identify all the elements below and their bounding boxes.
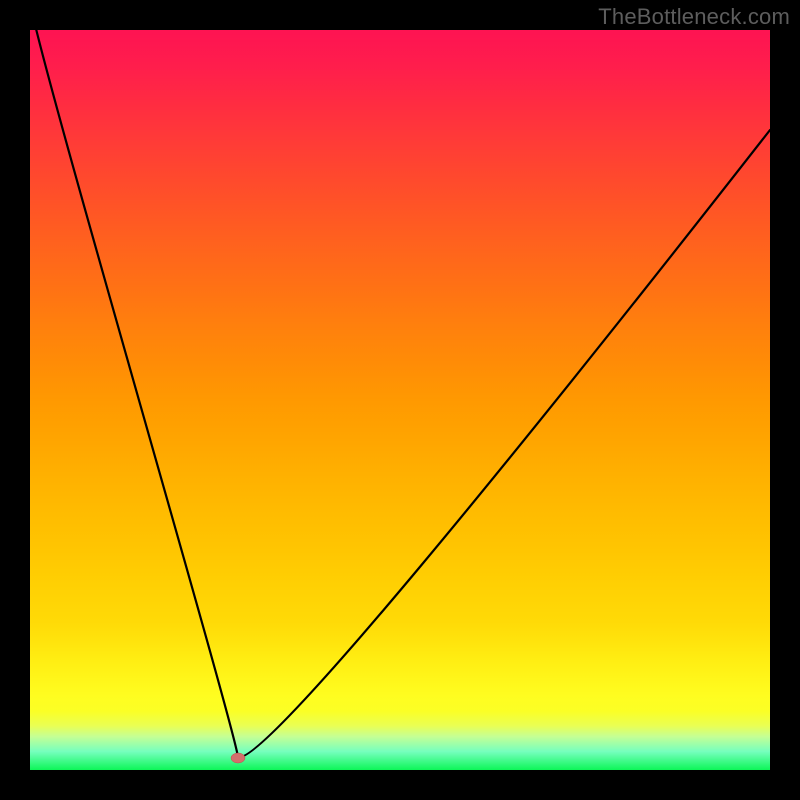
watermark-text: TheBottleneck.com bbox=[598, 4, 790, 30]
chart-svg bbox=[0, 0, 800, 800]
chart-stage: TheBottleneck.com bbox=[0, 0, 800, 800]
curve-min-marker bbox=[231, 753, 245, 763]
plot-background-gradient bbox=[30, 30, 770, 770]
